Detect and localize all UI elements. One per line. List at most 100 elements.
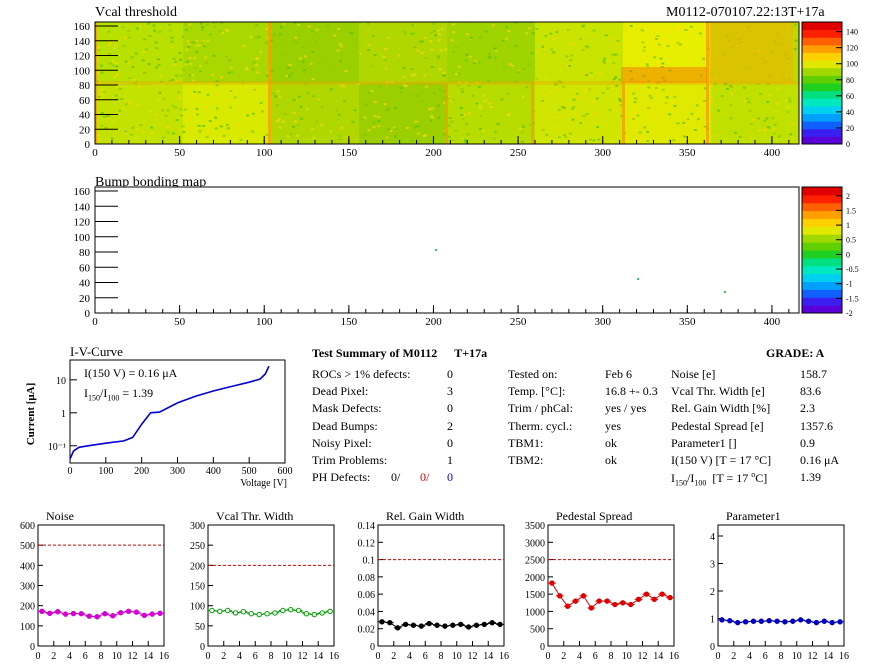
vcal-texture <box>416 132 420 135</box>
vcal-texture <box>491 24 495 27</box>
vcal-texture <box>444 48 448 51</box>
vcal-texture <box>572 98 576 101</box>
map-ytick-label: 40 <box>79 278 91 290</box>
vcal-texture <box>255 24 259 27</box>
vcal-texture <box>153 29 157 31</box>
vcal-texture <box>649 97 653 99</box>
vcal-edge-pixels <box>706 22 709 144</box>
scale-label: 100 <box>846 60 858 69</box>
vcal-texture <box>155 47 159 50</box>
vcal-texture <box>367 91 371 94</box>
roc-xtick-label: 0 <box>716 651 721 662</box>
vcal-texture <box>596 97 599 100</box>
vcal-texture <box>278 95 282 98</box>
vcal-texture <box>229 90 233 92</box>
vcal-texture <box>371 35 375 37</box>
vcal-texture <box>194 67 198 69</box>
vcal-texture <box>202 125 206 127</box>
vcal-texture <box>252 88 256 91</box>
vcal-texture <box>477 61 481 64</box>
vcal-texture <box>195 50 199 53</box>
vcal-texture <box>411 24 414 27</box>
vcal-texture <box>97 49 101 52</box>
vcal-texture <box>577 132 581 135</box>
vcal-texture <box>278 126 282 129</box>
vcal-texture <box>389 129 393 132</box>
roc-plot-panel: Rel. Gain Width 0 0.02 0.04 0.06 0.08 0.1 0.12 0… <box>358 509 510 662</box>
iv-xtick-label: 400 <box>206 466 221 477</box>
vcal-texture <box>256 71 260 74</box>
vcal-texture <box>657 64 661 66</box>
vcal-texture <box>514 44 518 47</box>
vcal-texture <box>673 104 677 107</box>
vcal-texture <box>541 128 545 131</box>
vcal-texture <box>127 36 131 39</box>
vcal-texture <box>114 94 118 97</box>
vcal-texture <box>616 42 619 45</box>
roc-point <box>141 612 148 619</box>
roc-xtick-label: 12 <box>468 651 478 662</box>
vcal-texture <box>115 85 119 88</box>
vcal-texture <box>626 91 629 94</box>
vcal-texture <box>305 108 309 111</box>
vcal-texture <box>463 139 467 142</box>
vcal-texture <box>451 23 455 26</box>
roc-point <box>489 619 495 626</box>
vcal-texture <box>208 120 212 122</box>
roc-ytick-label: 100 <box>190 602 205 613</box>
roc-point <box>557 593 563 599</box>
vcal-texture <box>289 133 293 136</box>
vcal-texture <box>325 60 329 63</box>
vcal-texture <box>549 32 553 35</box>
vcal-roc-block <box>95 83 183 144</box>
vcal-texture <box>550 48 553 51</box>
roc-ytick-label: 3000 <box>525 538 545 549</box>
vcal-texture <box>130 56 134 59</box>
vcal-texture <box>112 64 115 67</box>
roc-xtick-label: 10 <box>622 651 632 662</box>
vcal-texture <box>218 30 222 33</box>
vcal-texture <box>592 29 596 32</box>
vcal-texture <box>298 57 302 60</box>
vcal-texture <box>221 122 225 125</box>
roc-xtick-label: 4 <box>67 651 72 662</box>
vcal-texture <box>144 48 148 51</box>
vcal-texture <box>199 64 203 67</box>
vcal-texture <box>734 131 737 134</box>
vcal-texture <box>190 41 194 44</box>
vcal-texture <box>315 28 319 31</box>
vcal-texture <box>297 95 301 98</box>
vcal-texture <box>645 55 649 58</box>
vcal-texture <box>290 72 294 75</box>
vcal-texture <box>390 81 394 84</box>
vcal-texture <box>274 95 278 98</box>
roc-point <box>240 609 247 615</box>
vcal-texture <box>147 22 151 25</box>
vcal-texture <box>275 104 279 107</box>
vcal-texture <box>776 102 780 105</box>
roc-point <box>209 607 215 614</box>
scale-band <box>802 105 842 114</box>
vcal-texture <box>695 104 699 107</box>
roc-xtick-label: 14 <box>143 651 153 662</box>
iv-xtick-label: 300 <box>170 466 185 477</box>
vcal-texture <box>278 33 282 36</box>
vcal-texture <box>224 56 228 59</box>
roc-xtick-label: 10 <box>452 651 462 662</box>
vcal-texture <box>527 63 531 66</box>
vcal-texture <box>106 116 110 119</box>
scale-frame <box>801 21 843 145</box>
vcal-texture <box>138 85 142 88</box>
vcal-texture <box>771 117 775 119</box>
vcal-texture <box>597 138 601 141</box>
vcal-texture <box>205 62 209 65</box>
vcal-texture <box>507 30 511 33</box>
vcal-texture <box>643 46 647 49</box>
vcal-map-blocks <box>95 22 799 144</box>
summary-label: Vcal Thr. Width [e] <box>671 384 765 399</box>
vcal-hot-stripe <box>621 67 707 83</box>
vcal-texture <box>265 28 269 31</box>
vcal-texture <box>286 66 290 69</box>
